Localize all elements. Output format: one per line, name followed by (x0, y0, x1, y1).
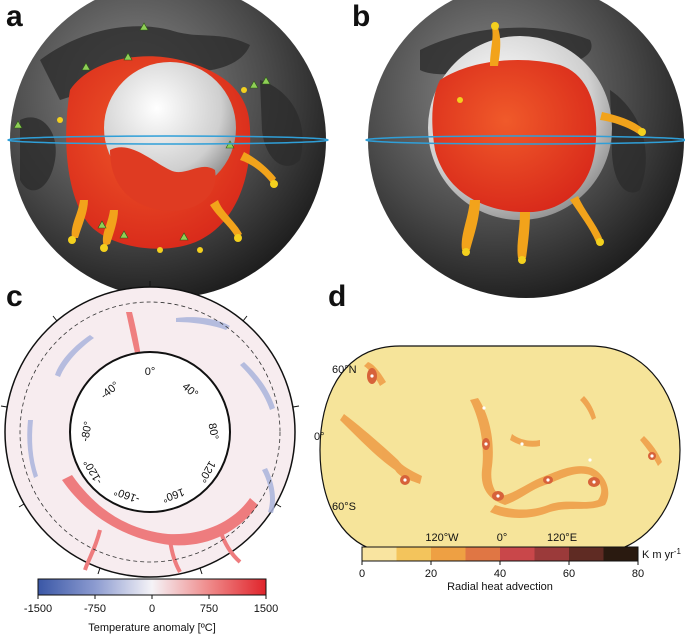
advection-colorbar-cell (396, 547, 432, 561)
advection-colorbar-cell (534, 547, 570, 561)
advection-colorbar-cell (500, 547, 535, 561)
lon-label-120W: 120°W (425, 532, 459, 544)
advection-colorbar-cell (603, 547, 639, 561)
advection-colorbar-cell (465, 547, 501, 561)
adv-tick-0: 0 (359, 568, 365, 580)
globe-a (7, 0, 329, 298)
panel-letter-b: b (352, 0, 371, 33)
cross-section-c (0, 281, 300, 578)
panel-letter-a: a (6, 0, 23, 33)
angle-label-0: 0° (145, 366, 156, 378)
panel-letter-d: d (328, 280, 347, 313)
adv-colorbar-unit: K m yr-1 (642, 547, 681, 561)
lat-label-0: 0° (314, 431, 325, 443)
temp-tick-4: 1500 (254, 603, 278, 615)
angle-label-80: 80° (206, 422, 221, 440)
temp-tick-2: 0 (149, 603, 155, 615)
adv-tick-1: 20 (425, 568, 437, 580)
temp-colorbar-label: Temperature anomaly [ºC] (88, 622, 216, 634)
lat-label-60S: 60°S (332, 501, 356, 513)
adv-colorbar-label: Radial heat advection (447, 581, 553, 593)
advection-colorbar-cell (431, 547, 466, 561)
adv-tick-2: 40 (494, 568, 506, 580)
map-d (319, 345, 681, 555)
temp-tick-1: -750 (84, 603, 106, 615)
lon-label-120E: 120°E (547, 532, 577, 544)
lat-label-60N: 60°N (332, 364, 357, 376)
adv-tick-3: 60 (563, 568, 575, 580)
lon-label-0: 0° (497, 532, 508, 544)
adv-tick-4: 80 (632, 568, 644, 580)
temp-tick-3: 750 (200, 603, 218, 615)
advection-colorbar: 0 20 40 60 80 Radial heat advection K m … (359, 546, 681, 593)
angle-label-neg80: -80° (79, 420, 94, 442)
globe-b (365, 0, 685, 298)
temp-tick-0: -1500 (24, 603, 52, 615)
advection-colorbar-cell (569, 547, 604, 561)
panel-letter-c: c (6, 280, 23, 313)
temperature-colorbar: -1500 -750 0 750 1500 Temperature anomal… (24, 578, 278, 634)
advection-colorbar-cell (362, 547, 397, 561)
